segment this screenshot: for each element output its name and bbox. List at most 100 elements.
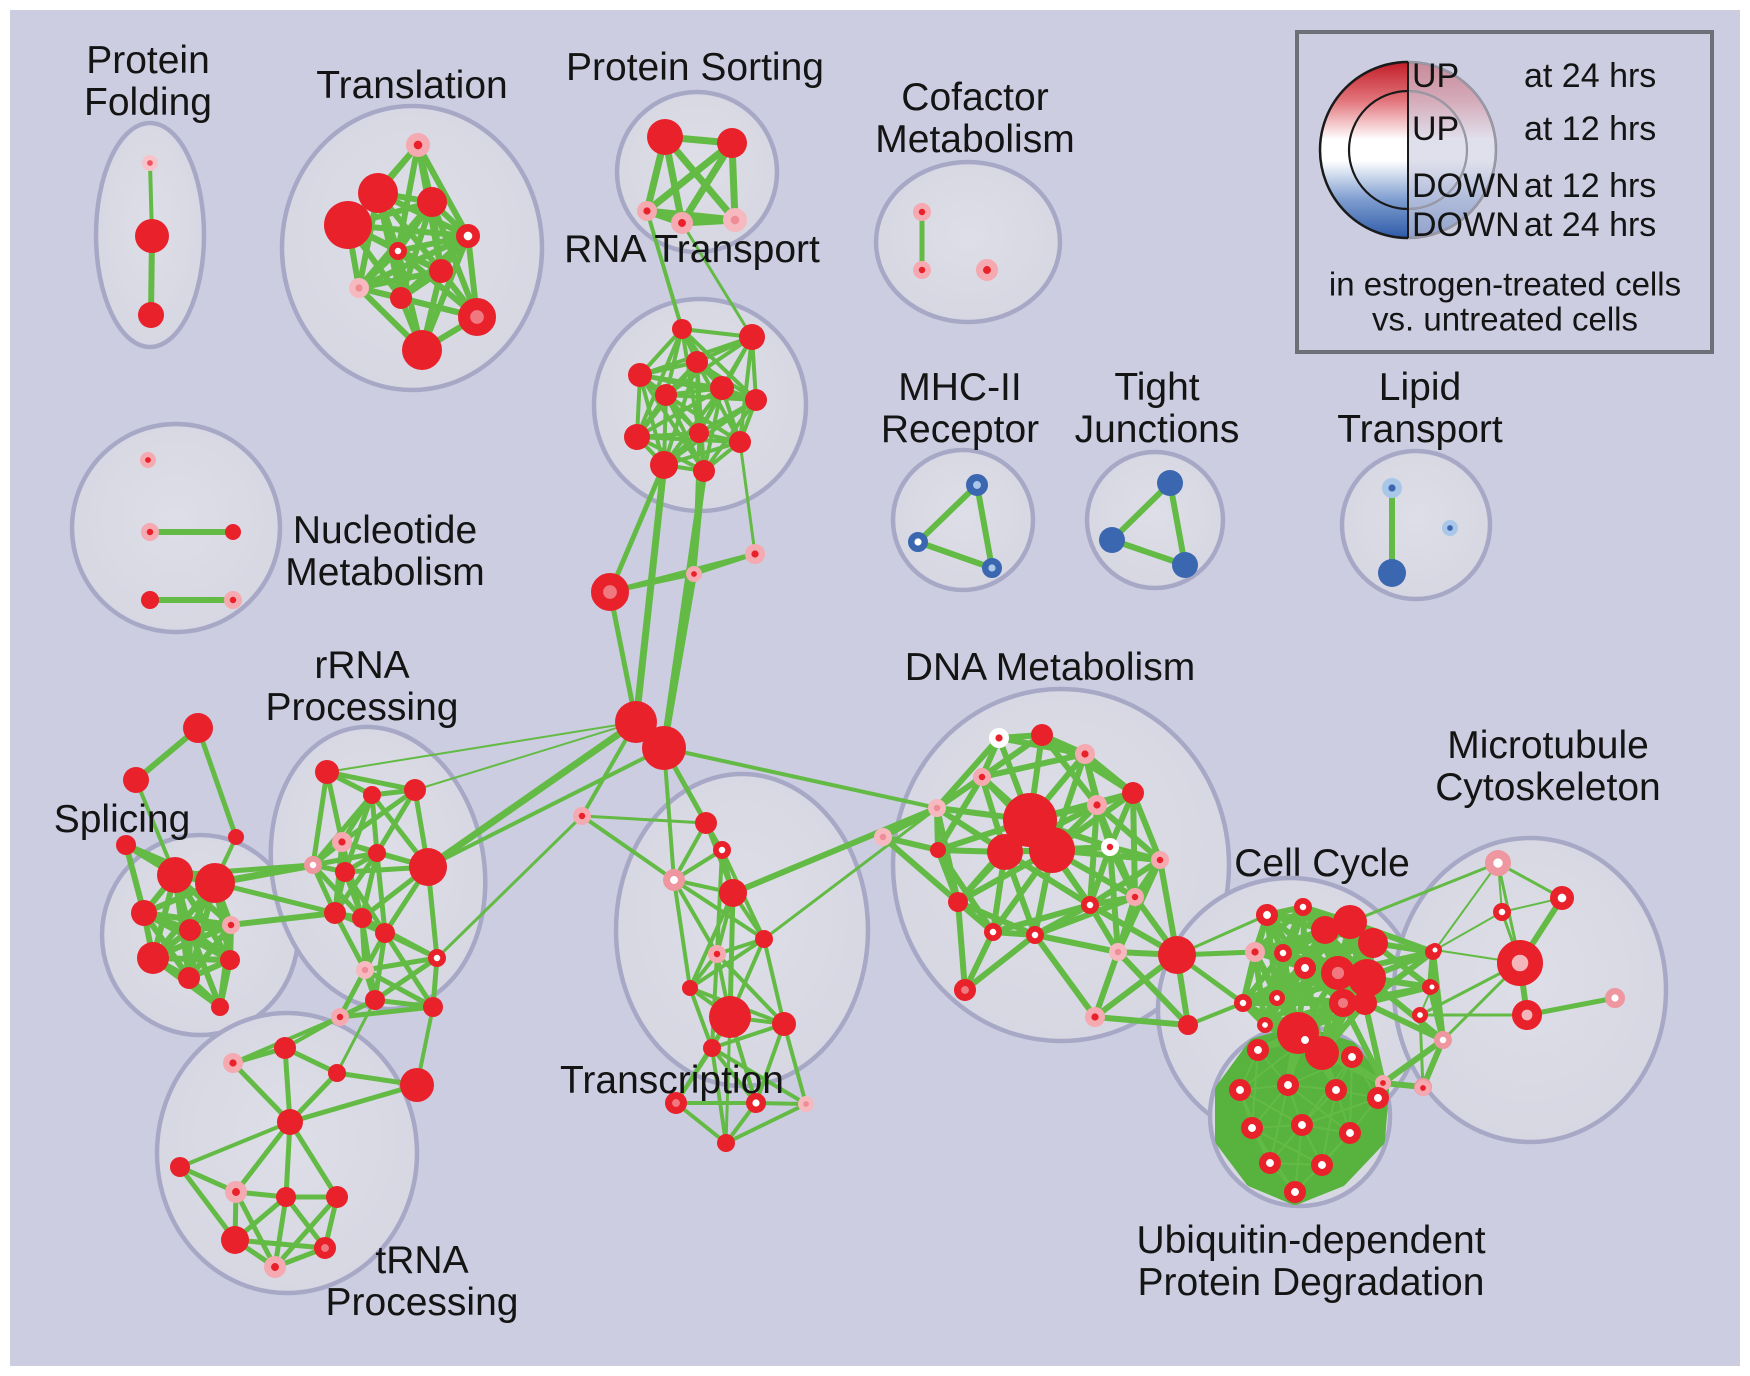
cluster-cell-cycle-edge (1362, 1000, 1446, 1043)
cluster-rrna-processing-edge (310, 850, 380, 868)
cluster-cell-cycle-edge (1430, 949, 1446, 1043)
cluster-dna-metabolism-edge (1107, 844, 1138, 900)
label-line: Receptor (881, 408, 1039, 451)
gene-node (1512, 999, 1543, 1030)
gene-node (708, 945, 727, 964)
gene-node (324, 902, 346, 924)
inter-cluster-edge (424, 718, 640, 871)
gene-node (1353, 991, 1377, 1015)
gene-node (709, 996, 751, 1038)
gene-node (717, 1134, 735, 1152)
cluster-transcription-edge (580, 814, 676, 882)
legend-row-0-time: at 24 hrs (1524, 57, 1656, 95)
gene-node (987, 834, 1023, 870)
gene-node (1496, 939, 1543, 986)
legend-faded-half (1408, 60, 1498, 240)
gene-node (428, 949, 447, 968)
cluster-dna-metabolism-edge (1087, 844, 1113, 908)
gene-node (1320, 956, 1355, 991)
legend-row-3-time: at 24 hrs (1524, 206, 1656, 244)
gene-node (573, 807, 592, 826)
gene-node (352, 908, 372, 928)
cluster-rna-transport-edge (702, 398, 758, 473)
gene-node (1358, 928, 1388, 958)
inter-cluster-edge (645, 209, 684, 331)
gene-node (157, 857, 193, 893)
cluster-microtubule-cytoskeleton-label: Microtubule Cytoskeleton (1435, 724, 1660, 809)
gene-node (1084, 1007, 1105, 1028)
cluster-microtubule-cytoskeleton-edge (1434, 911, 1503, 951)
gene-node (1311, 916, 1339, 944)
cluster-cell-cycle-label: Cell Cycle (1234, 842, 1410, 885)
gene-node (313, 1237, 336, 1260)
cluster-rna-transport-edge (635, 435, 742, 444)
cluster-ubiquitin-degradation-edge (1287, 1056, 1353, 1086)
inter-cluster-edge (738, 440, 757, 556)
gene-node (224, 591, 243, 610)
gene-node (457, 297, 496, 336)
gene-node (1101, 838, 1120, 857)
gene-node (745, 389, 767, 411)
legend-outer-ring-faded (1407, 61, 1497, 239)
gene-node (615, 701, 657, 743)
gene-node (682, 980, 698, 996)
gene-node (908, 532, 929, 553)
label-line: Protein Sorting (566, 46, 824, 89)
cluster-dna-metabolism-edge (955, 899, 968, 993)
cluster-lipid-transport-label: Lipid Transport (1337, 366, 1503, 451)
gene-node (797, 1096, 814, 1113)
gene-node (930, 842, 946, 858)
gene-node (1328, 988, 1357, 1017)
gene-node (1378, 559, 1406, 587)
cluster-ubiquitin-degradation-edge (1349, 1056, 1353, 1134)
cluster-dna-metabolism-edge (1032, 932, 1098, 1020)
gene-node (409, 848, 447, 886)
cluster-trna-processing-edge (272, 1194, 340, 1270)
gene-node (137, 942, 169, 974)
gene-node (1493, 903, 1512, 922)
cluster-dna-metabolism-edge (979, 751, 1088, 780)
inter-cluster-edge (730, 805, 940, 896)
gene-node (647, 119, 683, 155)
gene-node (663, 869, 686, 892)
label-line: tRNA (375, 1239, 468, 1282)
gene-node (1284, 1181, 1307, 1204)
cluster-splicing-edge (141, 910, 234, 928)
cluster-rrna-processing-edge (310, 862, 365, 921)
inter-cluster-edge (662, 746, 939, 810)
gene-node (1348, 959, 1386, 997)
label-line: Cytoskeleton (1435, 766, 1660, 809)
legend-row-2-direction: DOWN (1412, 167, 1520, 205)
gene-node (349, 278, 370, 299)
cluster-mhc-ii-receptor-edge (915, 539, 995, 571)
gene-node (170, 1157, 190, 1177)
cluster-cofactor-metabolism-label: Cofactor Metabolism (875, 76, 1074, 161)
cluster-rrna-processing-edge (310, 792, 375, 868)
gene-node (429, 259, 453, 283)
cluster-translation-edge (429, 199, 480, 320)
gene-node (966, 473, 989, 496)
cluster-protein-folding-label: Protein Folding (84, 39, 212, 124)
gene-node (1341, 1046, 1364, 1069)
gene-node (637, 200, 658, 221)
cluster-rna-transport-label: RNA Transport (564, 228, 820, 271)
label-line: RNA Transport (564, 228, 820, 271)
gene-node (693, 460, 715, 482)
gene-node (755, 930, 773, 948)
gene-node (1256, 904, 1279, 927)
cluster-tight-junctions-label: Tight Junctions (1075, 366, 1240, 451)
cluster-rrna-processing-edge (332, 850, 380, 916)
gene-node (417, 187, 447, 217)
gene-node (1259, 1152, 1282, 1175)
gene-node (686, 351, 708, 373)
cluster-trna-processing-edge (178, 1120, 292, 1169)
gene-node (141, 591, 159, 609)
gene-node (390, 287, 412, 309)
gene-node (642, 726, 686, 770)
gene-node (973, 768, 992, 787)
label-line: Transcription (560, 1059, 784, 1102)
gene-node (628, 363, 652, 387)
gene-node (1269, 989, 1286, 1006)
cluster-trna-processing-edge (232, 1237, 328, 1251)
